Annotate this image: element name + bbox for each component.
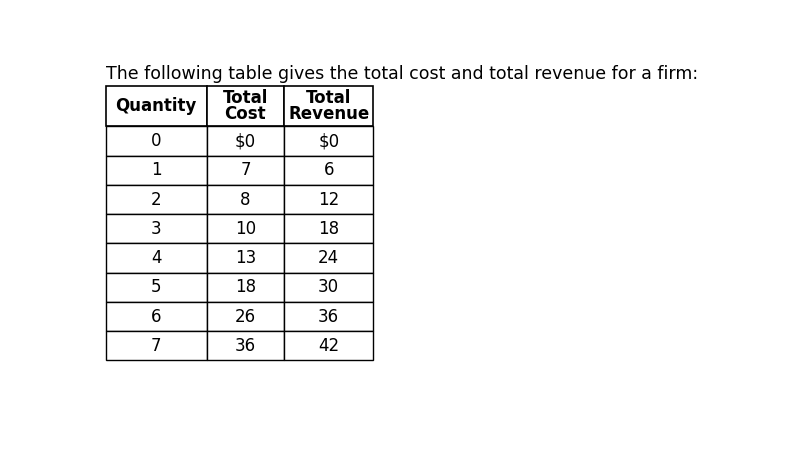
Text: $0: $0 bbox=[318, 132, 339, 150]
Bar bbox=[284, 243, 373, 273]
Bar bbox=[206, 302, 284, 331]
Text: 7: 7 bbox=[151, 337, 162, 355]
Text: 24: 24 bbox=[318, 249, 339, 267]
Bar bbox=[206, 273, 284, 302]
Text: 36: 36 bbox=[235, 337, 256, 355]
Text: 18: 18 bbox=[235, 278, 256, 296]
Bar bbox=[206, 243, 284, 273]
Bar bbox=[106, 302, 206, 331]
Bar bbox=[206, 331, 284, 360]
Text: Quantity: Quantity bbox=[115, 97, 197, 115]
Bar bbox=[106, 273, 206, 302]
Bar bbox=[284, 185, 373, 214]
Text: 1: 1 bbox=[151, 161, 162, 179]
Text: 42: 42 bbox=[318, 337, 339, 355]
Text: Revenue: Revenue bbox=[288, 104, 369, 122]
Bar bbox=[106, 214, 206, 243]
Text: 0: 0 bbox=[151, 132, 162, 150]
Text: 4: 4 bbox=[151, 249, 162, 267]
Bar bbox=[284, 86, 373, 126]
Text: The following table gives the total cost and total revenue for a firm:: The following table gives the total cost… bbox=[106, 65, 698, 83]
Bar bbox=[106, 126, 206, 156]
Text: 13: 13 bbox=[235, 249, 256, 267]
Text: $0: $0 bbox=[235, 132, 256, 150]
Text: 3: 3 bbox=[151, 220, 162, 238]
Text: 36: 36 bbox=[318, 307, 339, 325]
Bar bbox=[284, 273, 373, 302]
Bar bbox=[106, 185, 206, 214]
Bar bbox=[284, 214, 373, 243]
Text: 6: 6 bbox=[323, 161, 334, 179]
Bar bbox=[206, 156, 284, 185]
Text: 30: 30 bbox=[318, 278, 339, 296]
Text: 6: 6 bbox=[151, 307, 162, 325]
Bar bbox=[106, 86, 206, 126]
Text: 2: 2 bbox=[151, 190, 162, 208]
Text: 18: 18 bbox=[318, 220, 339, 238]
Bar bbox=[206, 86, 284, 126]
Text: Total: Total bbox=[306, 90, 352, 108]
Bar bbox=[284, 126, 373, 156]
Bar bbox=[106, 331, 206, 360]
Text: 5: 5 bbox=[151, 278, 162, 296]
Text: 26: 26 bbox=[235, 307, 256, 325]
Bar bbox=[206, 214, 284, 243]
Bar bbox=[206, 126, 284, 156]
Text: 12: 12 bbox=[318, 190, 339, 208]
Bar bbox=[106, 156, 206, 185]
Bar bbox=[284, 302, 373, 331]
Bar bbox=[284, 331, 373, 360]
Bar bbox=[206, 185, 284, 214]
Text: 8: 8 bbox=[240, 190, 250, 208]
Bar bbox=[284, 156, 373, 185]
Text: Total: Total bbox=[223, 90, 268, 108]
Text: 7: 7 bbox=[240, 161, 250, 179]
Bar bbox=[106, 243, 206, 273]
Text: 10: 10 bbox=[235, 220, 256, 238]
Text: Cost: Cost bbox=[225, 104, 266, 122]
